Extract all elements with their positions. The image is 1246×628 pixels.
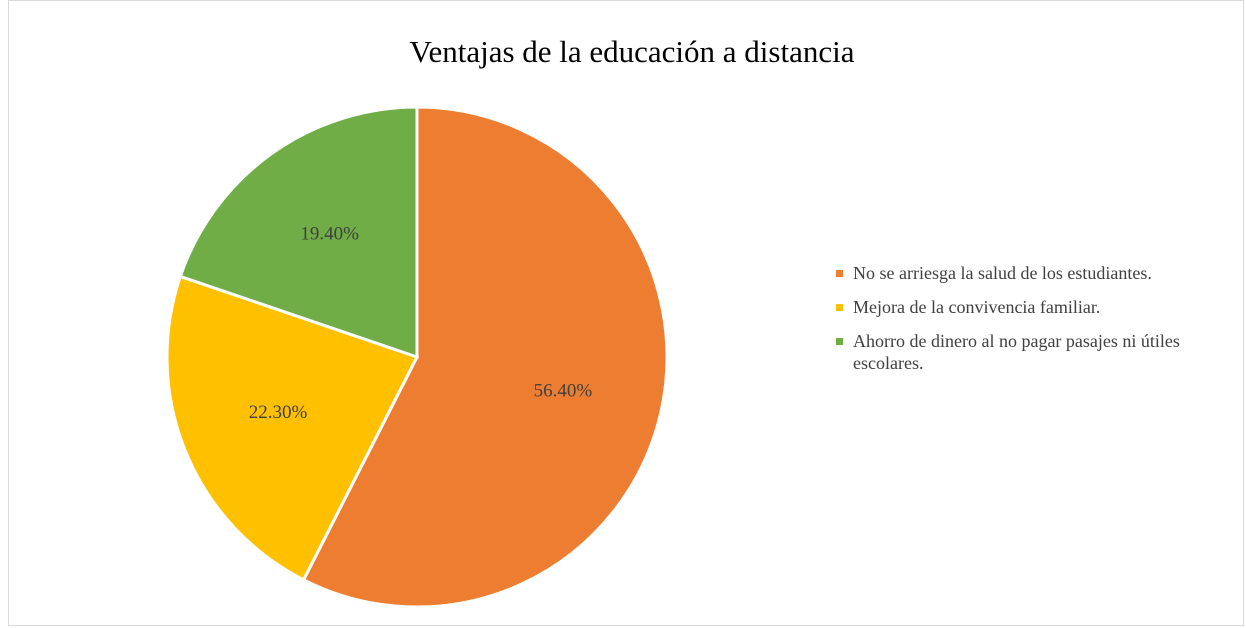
pie-slice	[301, 105, 669, 609]
legend-swatch	[836, 338, 843, 345]
data-label: 19.40%	[300, 223, 359, 244]
legend-item: No se arriesga la salud de los estudiant…	[836, 262, 1241, 284]
legend-label: Mejora de la convivencia familiar.	[853, 297, 1101, 317]
legend-label: No se arriesga la salud de los estudiant…	[853, 263, 1152, 283]
legend: No se arriesga la salud de los estudiant…	[836, 262, 1241, 386]
pie-slice	[165, 274, 420, 582]
chart-title: Ventajas de la educación a distancia	[410, 34, 855, 69]
data-label: 22.30%	[249, 402, 308, 423]
legend-item: Ahorro de dinero al no pagar pasajes ni …	[836, 330, 1241, 374]
legend-label: Ahorro de dinero al no pagar pasajes ni …	[853, 331, 1180, 373]
legend-swatch	[836, 304, 843, 311]
legend-swatch	[836, 270, 843, 277]
pie-slice	[178, 105, 419, 360]
data-label: 56.40%	[534, 380, 593, 401]
legend-item: Mejora de la convivencia familiar.	[836, 296, 1241, 318]
chart-frame	[8, 0, 1244, 626]
